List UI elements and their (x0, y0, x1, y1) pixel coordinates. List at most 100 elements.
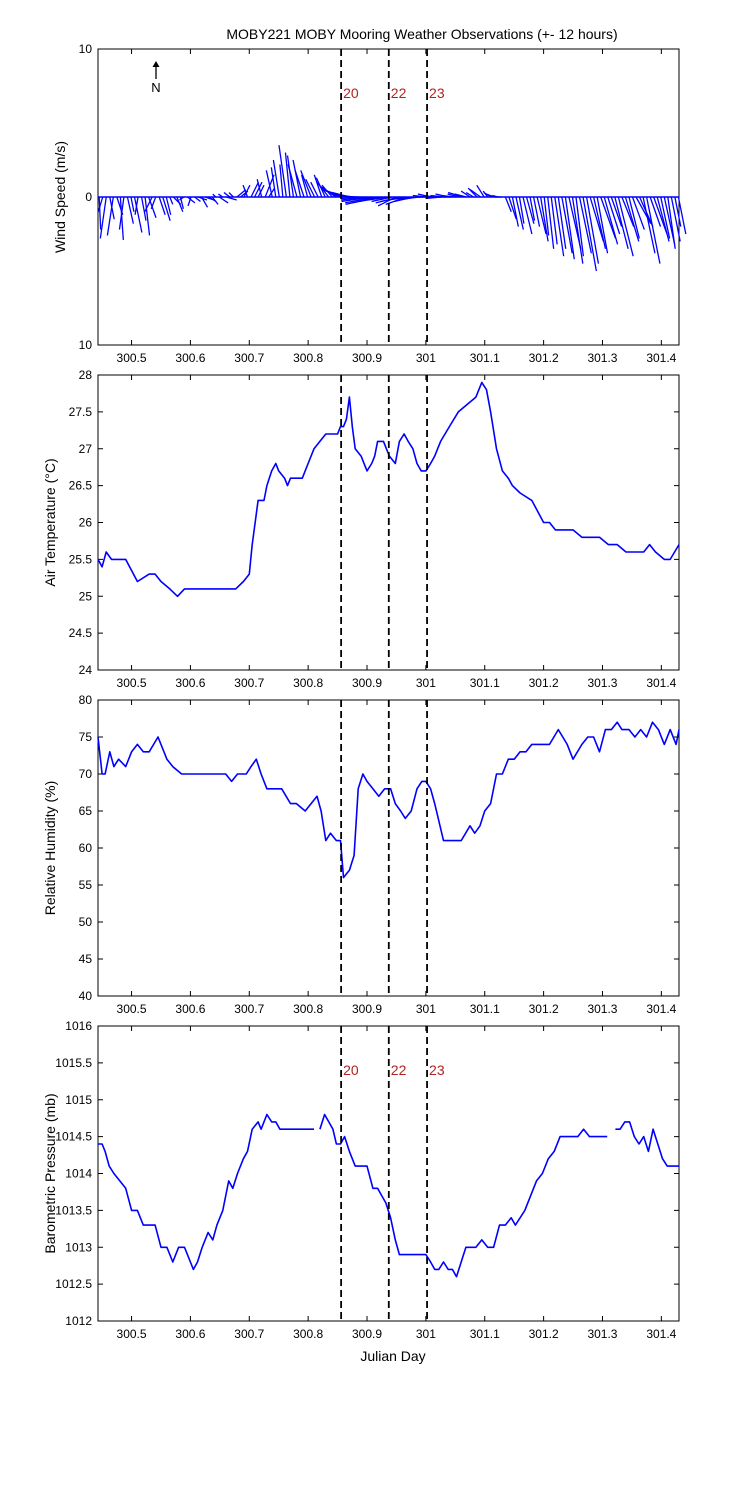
x-tick-label: 300.9 (352, 676, 382, 690)
x-tick-label: 301 (416, 676, 436, 690)
x-tick-label: 301.1 (470, 1002, 500, 1016)
wind-stick (201, 196, 209, 208)
wind-stick (596, 196, 609, 254)
x-tick-label: 300.6 (175, 676, 205, 690)
panels: 300.5 300.6 300.7 300.8 300.9 301 301.1 301.2 30… (42, 42, 687, 1341)
x-tick-label: 301.2 (529, 1327, 559, 1341)
time-marker-label: 20 (343, 85, 359, 101)
y-tick-label: 50 (79, 915, 93, 929)
wind-stick (223, 192, 231, 198)
x-tick-label: 301.3 (587, 1002, 617, 1016)
wind-stick (447, 193, 460, 198)
x-tick-label: 301.3 (587, 1327, 617, 1341)
wind-stick (150, 196, 157, 210)
wind-stick (243, 184, 251, 198)
wind-stick (564, 196, 575, 260)
time-marker-label: 20 (343, 1062, 359, 1078)
x-tick-label: 301.2 (529, 676, 559, 690)
wind-stick (162, 196, 171, 221)
wind-stick (529, 196, 536, 221)
y-tick-label: 1014.5 (55, 1130, 92, 1144)
wind-stick (603, 196, 619, 245)
y-tick-label: 75 (79, 730, 93, 744)
x-tick-label: 300.8 (293, 351, 323, 365)
y-tick-label: 55 (79, 878, 93, 892)
wind-stick (130, 196, 135, 212)
y-tick-label: 26.5 (69, 479, 93, 493)
wind-stick (97, 196, 104, 212)
y-tick-label: 80 (79, 693, 93, 707)
x-tick-label: 300.9 (352, 1327, 382, 1341)
wind-stick (441, 194, 456, 198)
wind-stick (144, 196, 153, 213)
y-tick-label: 25 (79, 589, 93, 603)
wind-stick (540, 196, 549, 242)
wind-stick (212, 193, 217, 198)
wind-stick (313, 174, 323, 198)
wind-stick (134, 196, 139, 215)
wind-stick (387, 196, 411, 201)
y-tick-label: 40 (79, 989, 93, 1003)
wind-stick (133, 196, 143, 233)
wind-stick (272, 159, 280, 198)
wind-stick (294, 170, 305, 198)
wind-stick (614, 196, 629, 249)
time-marker-label: 22 (391, 85, 407, 101)
wind-stick (226, 196, 237, 201)
wind-stick (340, 196, 368, 201)
wind-stick (454, 193, 467, 198)
data-line (97, 721, 680, 879)
wind-stick (300, 170, 312, 198)
wind-stick (621, 196, 635, 227)
x-tick-label: 301.3 (587, 351, 617, 365)
wind-stick (194, 196, 201, 202)
y-tick-label: 27.5 (69, 405, 93, 419)
figure-title: MOBY221 MOBY Mooring Weather Observation… (226, 26, 617, 42)
x-tick-label: 300.5 (117, 1327, 147, 1341)
wind-stick (460, 190, 471, 198)
wind-stick (106, 196, 114, 236)
y-tick-label: 60 (79, 841, 93, 855)
wind-stick (557, 196, 567, 249)
wind-stick (169, 196, 174, 205)
wind-stick (543, 196, 550, 236)
wind-stick (465, 192, 474, 198)
x-tick-label: 300.8 (293, 1002, 323, 1016)
x-axis-label: Julian Day (360, 1348, 425, 1364)
x-tick-label: 301 (416, 1002, 436, 1016)
x-tick-label: 301.4 (646, 1002, 676, 1016)
x-tick-label: 300.5 (117, 1002, 147, 1016)
wind-stick (575, 196, 585, 257)
wind-stick (589, 196, 605, 242)
wind-stick (287, 164, 298, 198)
wind-stick (367, 196, 389, 201)
wind-stick (624, 196, 640, 242)
x-tick-label: 300.7 (234, 1327, 264, 1341)
wind-stick (217, 193, 224, 198)
y-tick-label: 0 (85, 190, 92, 204)
y-axis-label: Barometric Pressure (mb) (42, 1093, 58, 1253)
wind-stick (99, 196, 107, 239)
x-tick-label: 300.8 (293, 676, 323, 690)
y-tick-label: 25.5 (69, 552, 93, 566)
y-axis-label: Relative Humidity (%) (42, 781, 58, 916)
wind-stick (187, 196, 196, 204)
wind-stick (98, 196, 102, 230)
wind-stick (674, 196, 682, 227)
wind-stick (119, 196, 124, 240)
wind-stick (554, 196, 565, 257)
wind-stick (286, 155, 295, 198)
wind-stick (265, 170, 273, 198)
wind-stick (656, 196, 670, 242)
x-tick-label: 300.7 (234, 1002, 264, 1016)
wind-stick (256, 179, 263, 198)
panel-2: 300.5 300.6 300.7 300.8 300.9 301 301.1 301.2 30… (42, 368, 680, 690)
wind-stick (532, 196, 541, 227)
x-tick-label: 300.9 (352, 351, 382, 365)
wind-stick (257, 184, 265, 198)
wind-stick (187, 196, 192, 207)
wind-stick (254, 181, 263, 198)
x-tick-label: 301 (416, 1327, 436, 1341)
x-tick-label: 300.8 (293, 1327, 323, 1341)
